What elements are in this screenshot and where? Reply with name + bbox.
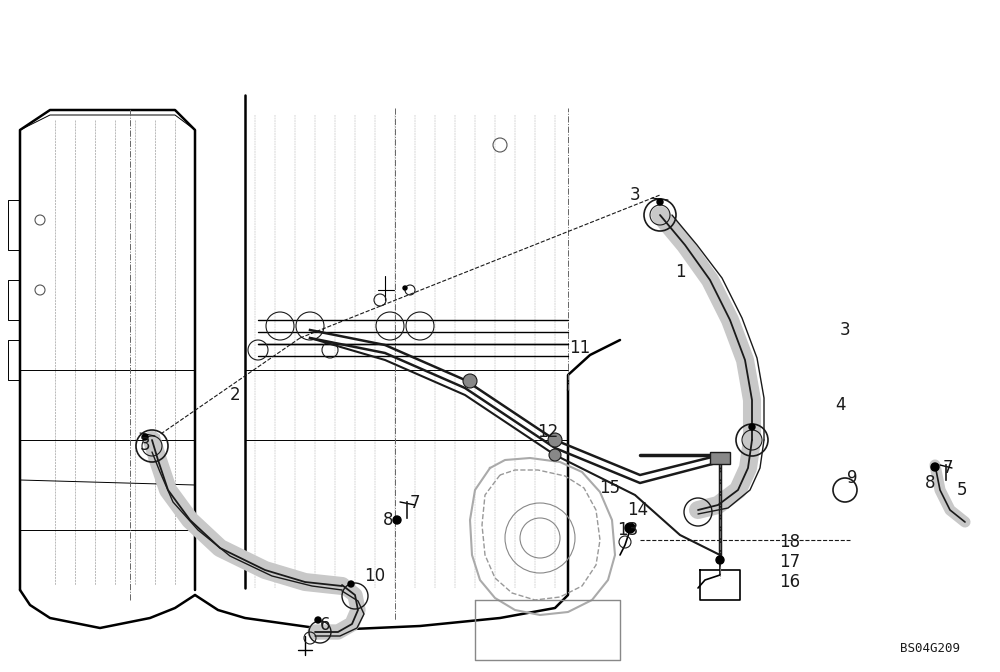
Text: 15: 15 bbox=[599, 479, 621, 497]
Text: 14: 14 bbox=[627, 501, 649, 519]
Circle shape bbox=[403, 286, 407, 290]
Circle shape bbox=[315, 617, 321, 623]
Text: 17: 17 bbox=[779, 553, 801, 571]
Text: 18: 18 bbox=[779, 533, 801, 551]
Circle shape bbox=[393, 516, 401, 524]
Circle shape bbox=[625, 523, 635, 533]
Circle shape bbox=[348, 581, 354, 587]
Circle shape bbox=[749, 424, 755, 430]
Text: 3: 3 bbox=[140, 436, 150, 454]
Text: 7: 7 bbox=[410, 494, 420, 512]
Text: BS04G209: BS04G209 bbox=[900, 642, 960, 655]
Text: 6: 6 bbox=[320, 616, 330, 634]
Circle shape bbox=[142, 434, 148, 440]
Text: 8: 8 bbox=[925, 474, 935, 492]
Text: 2: 2 bbox=[230, 386, 240, 404]
Text: 8: 8 bbox=[383, 511, 393, 529]
Circle shape bbox=[463, 374, 477, 388]
Text: 3: 3 bbox=[630, 186, 640, 204]
Text: 12: 12 bbox=[537, 423, 559, 441]
Circle shape bbox=[549, 449, 561, 461]
Text: 10: 10 bbox=[364, 567, 386, 585]
Text: 4: 4 bbox=[835, 396, 845, 414]
Circle shape bbox=[657, 199, 663, 205]
Text: 13: 13 bbox=[617, 521, 639, 539]
FancyBboxPatch shape bbox=[710, 452, 730, 464]
Text: 7: 7 bbox=[943, 459, 953, 477]
Text: 5: 5 bbox=[957, 481, 967, 499]
Circle shape bbox=[931, 463, 939, 471]
Circle shape bbox=[548, 433, 562, 447]
Text: 9: 9 bbox=[847, 469, 857, 487]
Text: 11: 11 bbox=[569, 339, 591, 357]
Text: 16: 16 bbox=[779, 573, 801, 591]
Text: 3: 3 bbox=[840, 321, 850, 339]
Circle shape bbox=[716, 556, 724, 564]
Text: 1: 1 bbox=[675, 263, 685, 281]
